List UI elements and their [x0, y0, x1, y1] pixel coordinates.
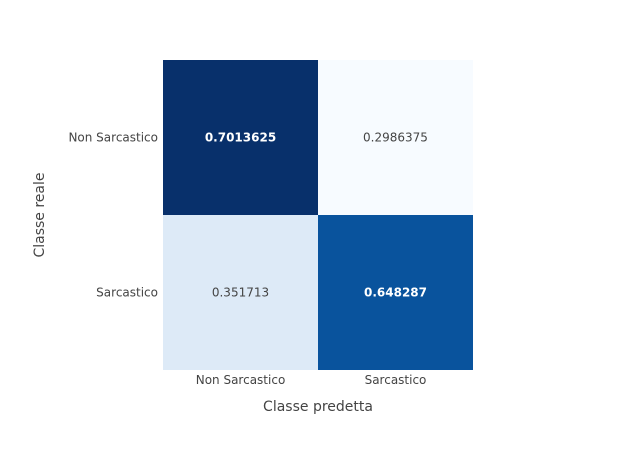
- heatmap-cells: [163, 60, 473, 370]
- heatmap-cell: [318, 215, 473, 370]
- x-axis-ticks: Non Sarcastico Sarcastico: [196, 373, 427, 387]
- heatmap-cell-label: 0.351713: [212, 286, 269, 300]
- y-axis-ticks: Non Sarcastico Sarcastico: [68, 131, 158, 300]
- heatmap-cell: [318, 60, 473, 215]
- heatmap-cell-labels: 0.7013625 0.2986375 0.351713 0.648287: [205, 131, 428, 300]
- heatmap-cell-label: 0.2986375: [363, 131, 428, 145]
- heatmap-cell-label: 0.7013625: [205, 131, 276, 145]
- x-tick-label: Non Sarcastico: [196, 373, 286, 387]
- heatmap-cell: [163, 60, 318, 215]
- x-axis-title: Classe predetta: [263, 399, 373, 415]
- y-axis-title: Classe reale: [32, 172, 48, 257]
- heatmap-cell: [163, 215, 318, 370]
- x-tick-label: Sarcastico: [365, 373, 427, 387]
- y-tick-label: Sarcastico: [96, 286, 158, 300]
- y-tick-label: Non Sarcastico: [68, 131, 158, 145]
- heatmap-cell-label: 0.648287: [364, 286, 427, 300]
